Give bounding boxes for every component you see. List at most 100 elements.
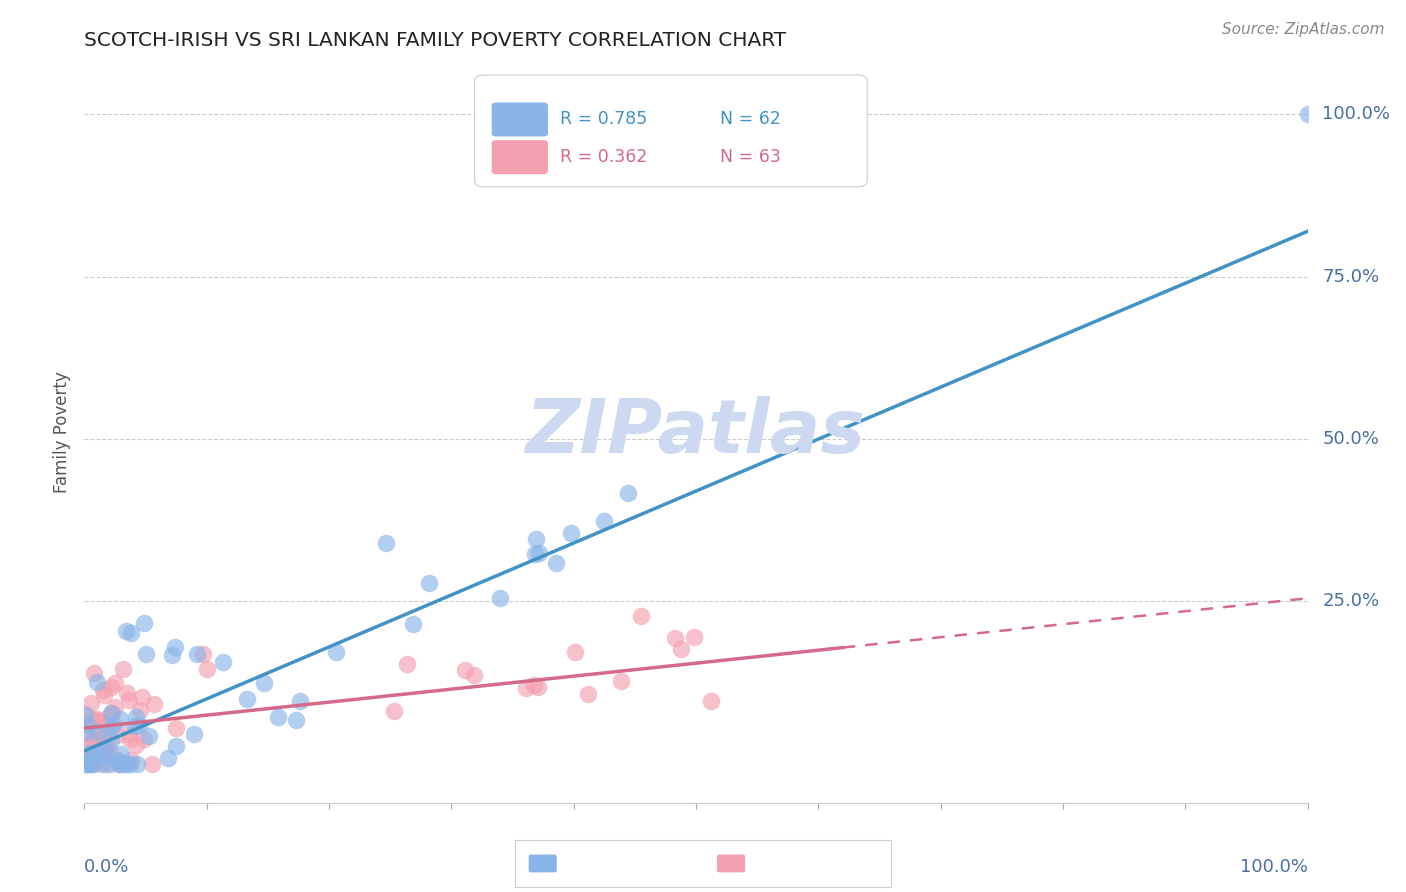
Point	[77, 753, 100, 767]
Point	[141, 756, 163, 771]
Point	[236, 691, 259, 706]
Point	[79, 756, 101, 771]
Point	[105, 727, 128, 741]
Point	[104, 676, 127, 690]
Point	[284, 714, 307, 728]
Point	[325, 645, 347, 659]
Point	[89, 729, 111, 743]
Point	[82, 756, 104, 771]
Point	[463, 668, 485, 682]
Point	[124, 718, 146, 732]
Text: Source: ZipAtlas.com: Source: ZipAtlas.com	[1222, 22, 1385, 37]
Point	[83, 748, 105, 763]
Point	[96, 756, 118, 771]
Text: R = 0.362: R = 0.362	[560, 148, 648, 166]
Point	[664, 631, 686, 645]
Point	[101, 718, 124, 732]
Point	[114, 624, 136, 639]
Point	[115, 756, 138, 771]
Point	[80, 696, 103, 710]
Point	[112, 662, 135, 676]
Text: 25.0%: 25.0%	[1322, 592, 1379, 610]
Point	[252, 675, 274, 690]
Point	[617, 485, 640, 500]
Point	[103, 700, 125, 714]
Point	[84, 745, 107, 759]
Text: 100.0%: 100.0%	[1322, 105, 1391, 123]
Text: 50.0%: 50.0%	[1322, 430, 1379, 448]
Point	[165, 721, 187, 735]
Point	[396, 657, 419, 672]
Point	[699, 694, 721, 708]
Point	[120, 753, 142, 767]
Point	[544, 556, 567, 570]
Point	[111, 756, 134, 771]
Point	[524, 547, 547, 561]
Point	[82, 739, 104, 754]
Point	[100, 732, 122, 747]
Y-axis label: Family Poverty: Family Poverty	[53, 372, 72, 493]
Point	[115, 685, 138, 699]
Point	[135, 647, 157, 661]
Point	[183, 726, 205, 740]
Point	[488, 591, 510, 605]
Point	[108, 712, 131, 726]
Point	[522, 678, 544, 692]
Point	[669, 641, 692, 656]
Point	[82, 734, 104, 748]
Text: N = 62: N = 62	[720, 111, 782, 128]
Point	[1296, 107, 1319, 121]
Point	[165, 739, 187, 754]
Point	[374, 536, 396, 550]
Point	[131, 690, 153, 704]
Point	[160, 648, 183, 663]
Point	[76, 717, 98, 731]
FancyBboxPatch shape	[492, 103, 548, 136]
Point	[134, 616, 156, 631]
Point	[105, 754, 128, 768]
Point	[76, 756, 98, 771]
Text: ZIPatlas: ZIPatlas	[526, 396, 866, 469]
Point	[156, 751, 179, 765]
Point	[118, 727, 141, 741]
Point	[96, 739, 118, 754]
Point	[98, 709, 121, 723]
Point	[125, 756, 148, 771]
Point	[100, 720, 122, 734]
Point	[75, 717, 97, 731]
Point	[77, 746, 100, 760]
Point	[82, 748, 104, 763]
Point	[83, 713, 105, 727]
Point	[418, 575, 440, 590]
Point	[290, 694, 312, 708]
Text: Sri Lankans: Sri Lankans	[751, 854, 846, 871]
Point	[211, 655, 233, 669]
Point	[83, 756, 105, 771]
Point	[98, 743, 121, 757]
Point	[110, 756, 132, 771]
Point	[94, 741, 117, 756]
Point	[86, 755, 108, 769]
Point	[73, 725, 96, 739]
Point	[79, 734, 101, 748]
Point	[195, 662, 218, 676]
Point	[80, 756, 103, 771]
Text: 0.0%: 0.0%	[84, 858, 129, 876]
Text: SCOTCH-IRISH VS SRI LANKAN FAMILY POVERTY CORRELATION CHART: SCOTCH-IRISH VS SRI LANKAN FAMILY POVERT…	[84, 30, 786, 50]
Point	[91, 683, 114, 698]
Point	[83, 666, 105, 681]
Point	[576, 687, 599, 701]
Point	[100, 680, 122, 694]
Text: Scotch-Irish: Scotch-Irish	[562, 854, 659, 871]
Point	[76, 756, 98, 771]
Point	[87, 713, 110, 727]
Point	[87, 745, 110, 759]
Point	[515, 681, 537, 695]
Point	[267, 710, 290, 724]
Point	[101, 706, 124, 721]
Point	[610, 674, 633, 689]
Point	[120, 756, 142, 771]
Point	[683, 630, 706, 644]
Point	[118, 731, 141, 746]
Point	[132, 731, 155, 746]
